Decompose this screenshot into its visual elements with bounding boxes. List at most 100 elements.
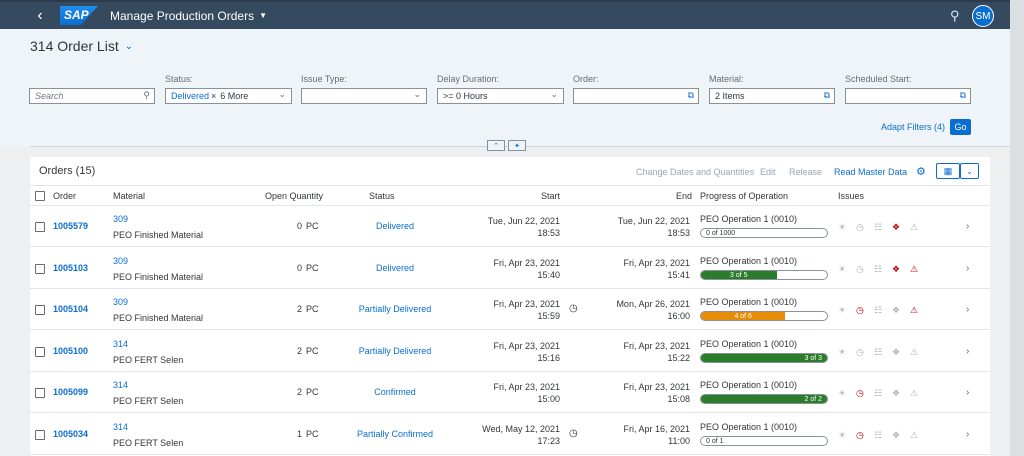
release-button[interactable]: Release [789,167,823,177]
material-filter-input[interactable]: 2 Items ⧉ [709,88,835,104]
dropdown-icon[interactable]: ⌄ [550,89,558,99]
material-number-link[interactable]: 309 [113,214,129,224]
table-row[interactable]: 1005100 314 PEO FERT Selen 2 PC Partially Del… [30,331,990,372]
col-issues[interactable]: Issues [838,191,865,201]
quality-issue-icon[interactable]: ☀ [838,388,847,398]
col-progress[interactable]: Progress of Operation [700,191,789,201]
resource-issue-icon[interactable]: ❖ [892,388,901,398]
component-issue-icon[interactable]: ☷ [874,429,883,440]
time-issue-icon[interactable]: ◷ [856,388,864,398]
col-order[interactable]: Order [53,191,77,201]
quantity-issue-icon[interactable]: ⚠ [910,346,919,357]
quality-issue-icon[interactable]: ☀ [838,429,847,440]
dropdown-icon[interactable]: ⌄ [413,89,421,99]
col-material[interactable]: Material [113,191,146,201]
export-icon[interactable]: ▦ [936,163,960,179]
chevron-down-icon[interactable]: ⌄ [960,163,979,179]
table-row[interactable]: 1005103 309 PEO Finished Material 0 PC Delive… [30,248,990,289]
adapt-filters-button[interactable]: Adapt Filters (4) [881,122,946,132]
edit-button[interactable]: Edit [760,167,776,177]
row-checkbox[interactable] [35,222,45,232]
col-open-quantity[interactable]: Open Quantity [265,191,324,201]
time-issue-icon[interactable]: ◷ [856,346,864,357]
read-master-data-button[interactable]: Read Master Data [834,167,908,177]
row-checkbox[interactable] [35,388,45,398]
collapse-header-icon[interactable]: ⌃ [487,140,505,151]
material-number-link[interactable]: 314 [113,380,129,390]
table-row[interactable]: 1005099 314 PEO FERT Selen 2 PC Confirmed Fri,… [30,372,990,413]
status-more[interactable]: 6 More [220,91,249,101]
status-link[interactable]: Partially Delivered [358,304,432,314]
quality-issue-icon[interactable]: ☀ [838,346,847,357]
row-checkbox[interactable] [35,346,45,357]
variant-selector[interactable]: 314 Order List ⌄ [30,38,133,54]
component-issue-icon[interactable]: ☷ [874,305,883,315]
go-button[interactable]: Go [950,119,971,135]
table-row[interactable]: 1005104 309 PEO Finished Material 2 PC Partia… [30,289,990,330]
status-link[interactable]: Partially Delivered [358,345,432,356]
quality-issue-icon[interactable]: ☀ [838,222,847,232]
row-navigation-icon[interactable]: › [966,428,970,440]
material-number-link[interactable]: 314 [113,421,129,432]
gear-icon[interactable]: ⚙ [916,166,926,178]
row-checkbox[interactable] [35,305,45,315]
col-end[interactable]: End [676,191,693,201]
time-issue-icon[interactable]: ◷ [856,263,864,274]
component-issue-icon[interactable]: ☷ [874,346,883,357]
select-all-checkbox[interactable] [35,191,45,201]
search-icon[interactable]: ⚲ [143,90,150,100]
status-link[interactable]: Partially Confirmed [356,428,434,439]
avatar[interactable]: SM [972,5,994,27]
row-navigation-icon[interactable]: › [966,262,970,274]
value-help-icon[interactable]: ⧉ [687,90,694,100]
search-input[interactable]: Search ⚲ [29,88,155,104]
resource-issue-icon[interactable]: ❖ [892,346,901,357]
quantity-issue-icon[interactable]: ⚠ [910,263,919,274]
time-issue-icon[interactable]: ◷ [856,305,864,315]
search-icon[interactable]: ⚲ [950,8,960,23]
page-scrollbar[interactable] [1010,0,1024,456]
time-issue-icon[interactable]: ◷ [856,429,864,440]
change-dates-button[interactable]: Change Dates and Quantities [636,167,755,177]
quantity-issue-icon[interactable]: ⚠ [910,222,919,232]
row-navigation-icon[interactable]: › [966,304,970,315]
order-number-link[interactable]: 1005104 [53,304,89,314]
row-navigation-icon[interactable]: › [966,345,970,357]
col-start[interactable]: Start [541,191,561,201]
issue-type-select[interactable]: ⌄ [301,88,427,104]
app-title-menu[interactable]: Manage Production Orders ▼ [110,9,267,23]
order-number-link[interactable]: 1005579 [53,221,89,231]
component-issue-icon[interactable]: ☷ [874,263,883,274]
row-checkbox[interactable] [35,429,45,440]
quantity-issue-icon[interactable]: ⚠ [910,388,919,398]
calendar-icon[interactable]: ⧉ [959,90,966,100]
quality-issue-icon[interactable]: ☀ [838,305,847,315]
back-arrow-icon[interactable]: ‹ [37,6,43,24]
status-link[interactable]: Confirmed [374,387,416,397]
delay-duration-select[interactable]: >= 0 Hours ⌄ [437,88,564,104]
quantity-issue-icon[interactable]: ⚠ [910,429,919,440]
resource-issue-icon[interactable]: ❖ [892,222,901,232]
dropdown-icon[interactable]: ⌄ [278,89,286,99]
value-help-icon[interactable]: ⧉ [823,90,830,100]
row-checkbox[interactable] [35,263,45,274]
component-issue-icon[interactable]: ☷ [874,222,883,232]
scheduled-start-input[interactable]: ⧉ [845,88,971,104]
material-number-link[interactable]: 314 [113,338,129,349]
resource-issue-icon[interactable]: ❖ [892,263,901,274]
order-number-link[interactable]: 1005099 [53,387,89,397]
order-number-link[interactable]: 1005034 [53,428,89,439]
remove-token-icon[interactable]: × [211,91,217,101]
component-issue-icon[interactable]: ☷ [874,388,883,398]
row-navigation-icon[interactable]: › [966,387,970,398]
order-filter-input[interactable]: ⧉ [573,88,699,104]
status-link[interactable]: Delivered [375,221,415,231]
material-number-link[interactable]: 309 [113,255,129,266]
order-number-link[interactable]: 1005103 [53,262,89,273]
quality-issue-icon[interactable]: ☀ [838,263,847,274]
table-row[interactable]: 1005034 314 PEO FERT Selen 1 PC Partially Con… [30,414,990,455]
row-navigation-icon[interactable]: › [966,221,970,232]
time-issue-icon[interactable]: ◷ [856,222,864,232]
order-number-link[interactable]: 1005100 [53,345,89,356]
resource-issue-icon[interactable]: ❖ [892,429,901,440]
